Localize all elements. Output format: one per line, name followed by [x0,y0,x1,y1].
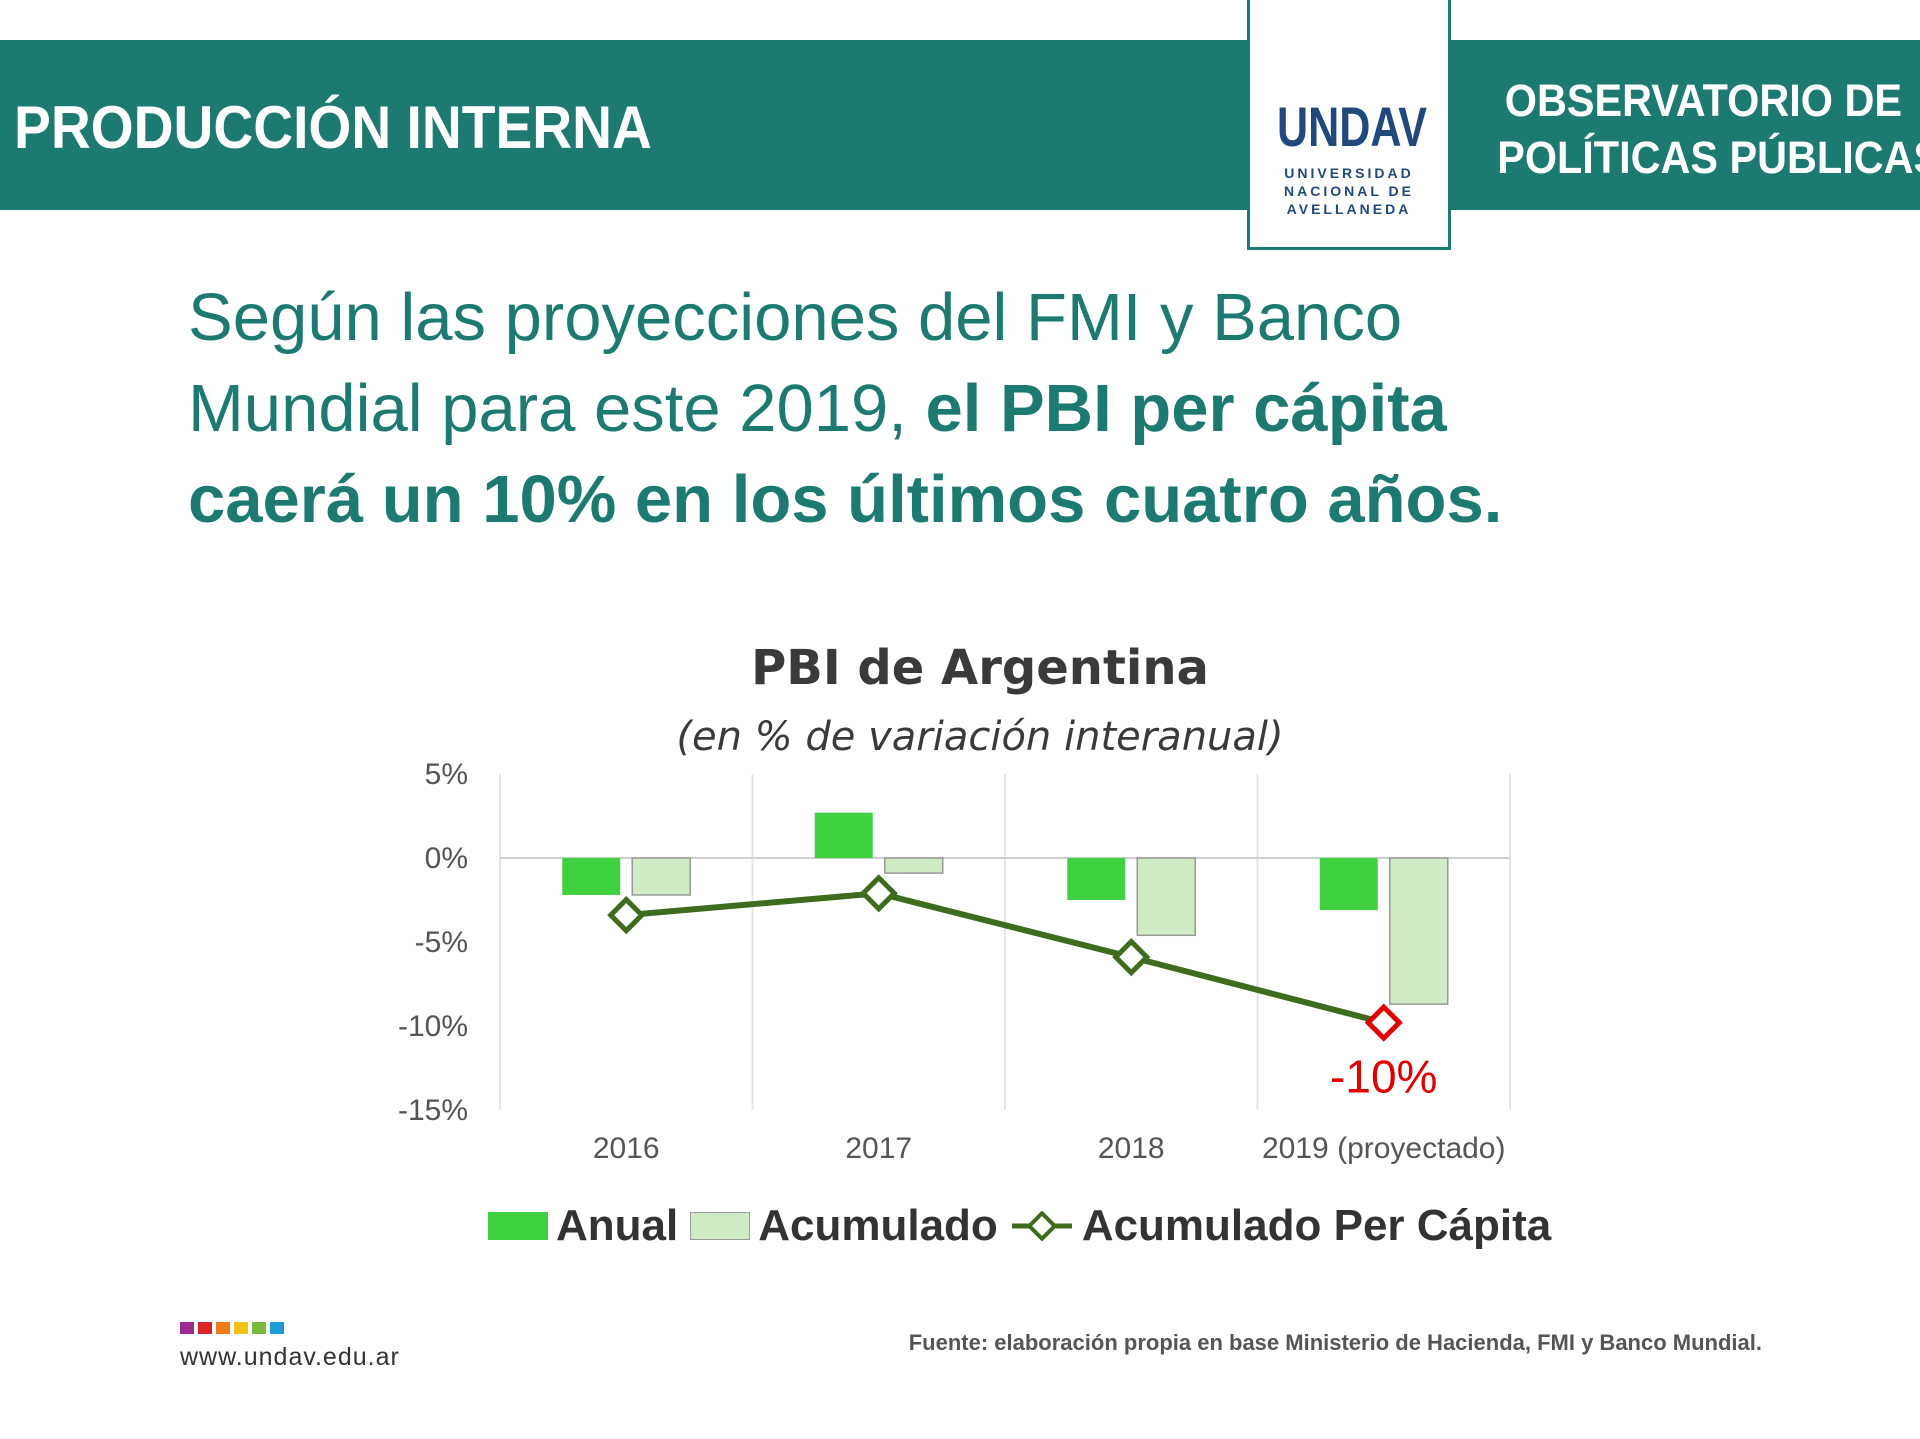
line-marker [607,896,646,935]
line-per-capita [625,890,1385,1026]
bar-anual [814,812,873,858]
observatorio-title: OBSERVATORIO DE POLÍTICAS PÚBLICAS [1497,72,1920,186]
logo-line-1: UNIVERSIDAD [1284,165,1414,181]
x-tick-label: 2019 (proyectado) [1262,1132,1506,1165]
strip-square-3 [216,1322,230,1334]
legend-label-per-capita: Acumulado Per Cápita [1081,1201,1552,1250]
strip-square-6 [270,1322,284,1334]
headline-line-2: Mundial para este 2019, el PBI per cápit… [188,363,1828,454]
legend-item-acumulado: Acumulado [690,1201,998,1251]
x-tick-label: 2017 [845,1132,912,1165]
chart-title: PBI de Argentina [751,640,1209,696]
observatorio-line-1: OBSERVATORIO DE [1504,75,1902,126]
x-tick-label: 2018 [1098,1132,1165,1165]
logo-line-3: AVELLANEDA [1286,201,1412,217]
headline-line-3: caerá un 10% en los últimos cuatro años. [188,454,1828,545]
line-marker [859,874,898,913]
strip-square-1 [180,1322,194,1334]
logo-line-2: NACIONAL DE [1284,183,1414,199]
strip-square-5 [252,1322,266,1334]
line-marker [1364,1003,1403,1042]
y-tick-label: 0% [425,842,468,875]
y-tick-label: -15% [398,1094,468,1127]
undav-logo: UNDAV UNIVERSIDAD NACIONAL DE AVELLANEDA [1247,0,1451,250]
bar-acumulado [884,857,944,874]
legend-item-per-capita: Acumulado Per Cápita [1010,1201,1551,1251]
source-note: Fuente: elaboración propia en base Minis… [908,1330,1762,1355]
observatorio-line-2: POLÍTICAS PÚBLICAS [1497,132,1920,183]
bar-anual [1067,858,1126,900]
bar-acumulado [1136,857,1196,937]
strip-square-2 [198,1322,212,1334]
line-marker [1112,938,1151,977]
header-banner [0,40,1920,210]
bar-anual [1319,858,1378,911]
chart-subtitle: (en % de variación interanual) [676,714,1284,760]
legend-label-anual: Anual [556,1201,679,1250]
website-link[interactable]: www.undav.edu.ar [180,1343,400,1371]
undav-logo-mark: UNDAV [1277,96,1427,156]
headline-line-1: Según las proyecciones del FMI y Banco [188,280,1403,355]
logo-subtitle: UNIVERSIDAD NACIONAL DE AVELLANEDA [1250,164,1448,218]
legend-item-anual: Anual [488,1201,678,1251]
x-tick-label: 2016 [593,1132,660,1165]
undav-logo-text: UNDAV [1277,96,1427,156]
y-tick-label: 5% [425,758,468,791]
brand-color-strip [180,1322,288,1334]
y-tick-label: -10% [398,1010,468,1043]
legend-line-marker-icon [1011,1211,1072,1241]
headline-line-2-bold: el PBI per cápita [925,371,1447,446]
annotation-label: -10% [1330,1051,1437,1103]
headline-line-2-plain: Mundial para este 2019, [188,371,926,446]
chart-legend: Anual Acumulado Acumulado Per Cápita [488,1196,1563,1256]
legend-swatch-anual [488,1212,548,1240]
bar-anual [562,858,621,895]
headline: Según las proyecciones del FMI y Banco M… [188,272,1828,545]
legend-label-acumulado: Acumulado [758,1201,998,1250]
strip-square-4 [234,1322,248,1334]
bar-acumulado [631,857,691,896]
y-tick-label: -5% [415,926,468,959]
section-title: PRODUCCIÓN INTERNA [14,94,652,161]
headline-line-3-bold: caerá un 10% en los últimos cuatro años. [188,462,1503,537]
bar-acumulado [1389,857,1449,1005]
legend-swatch-acumulado [690,1212,751,1240]
